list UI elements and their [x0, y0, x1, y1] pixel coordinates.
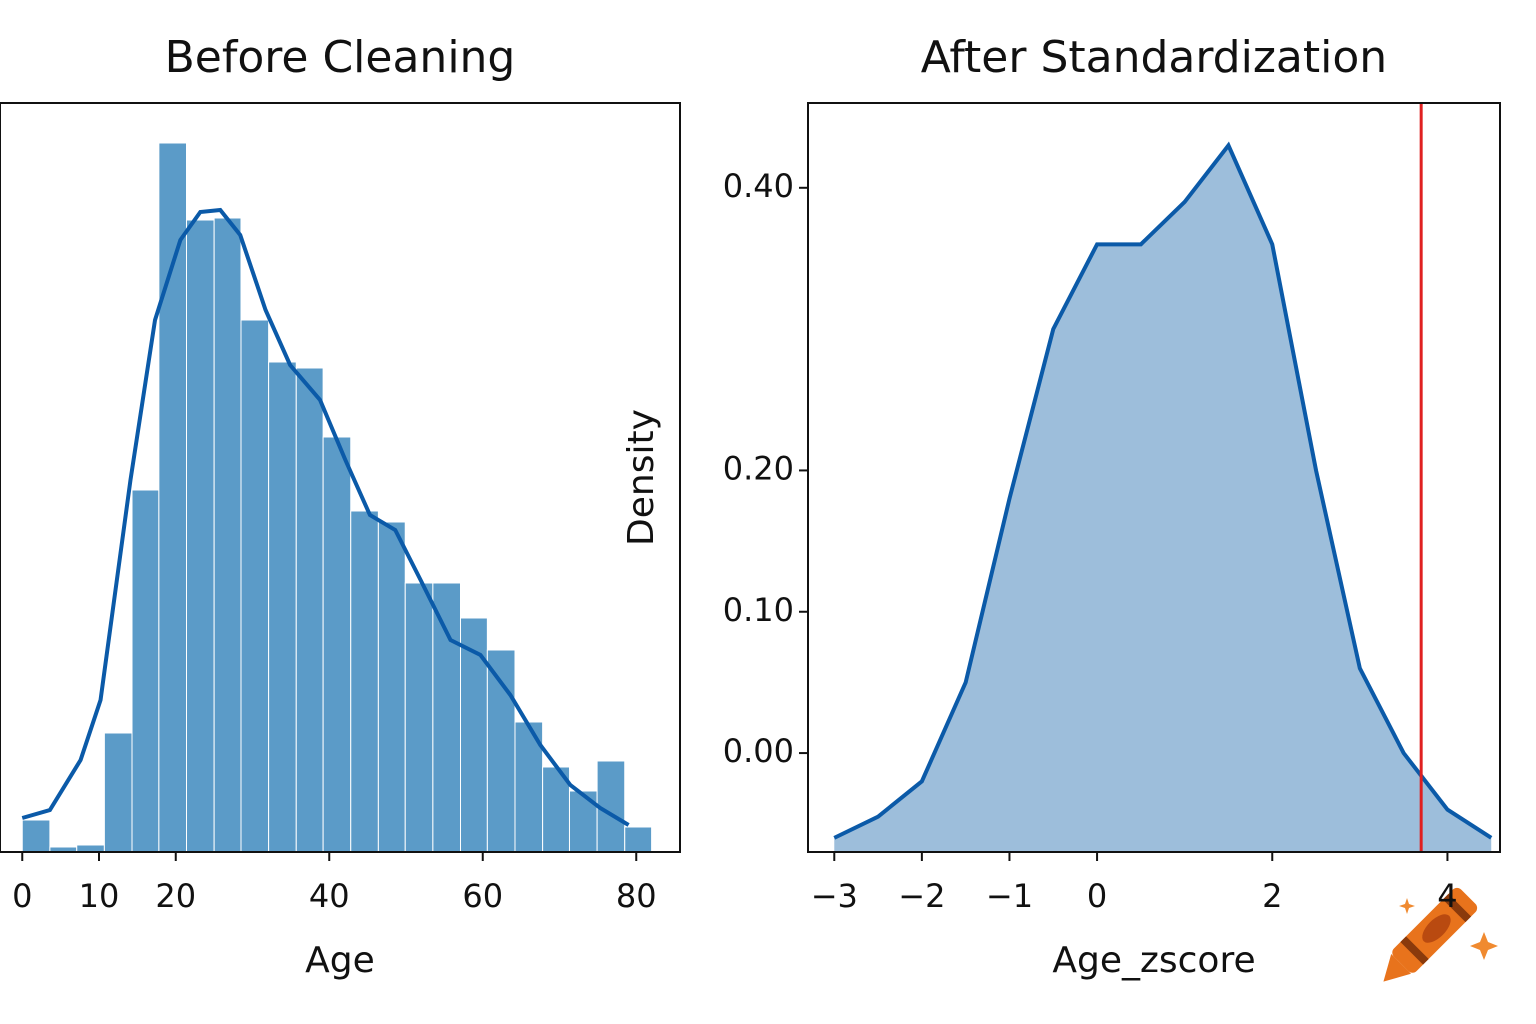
bar [240, 319, 270, 853]
x-tick-label: 80 [616, 877, 657, 915]
bar [404, 582, 434, 853]
x-tick-label: −1 [986, 877, 1033, 915]
y-tick-label: 0.10 [723, 591, 794, 629]
sparkle [1399, 898, 1415, 914]
bar [268, 361, 297, 853]
x-tick-label: 40 [309, 877, 350, 915]
chart-title: After Standardization [921, 32, 1387, 83]
bar [295, 367, 324, 853]
y-tick-label: 0.20 [723, 449, 794, 487]
bar [596, 760, 626, 853]
x-tick-label: 20 [155, 877, 196, 915]
bar [158, 142, 188, 853]
bar [103, 732, 133, 853]
bar [624, 826, 653, 853]
y-axis-label: Density [621, 409, 662, 546]
x-tick-label: −3 [811, 877, 858, 915]
logo [1383, 887, 1478, 982]
sparkle [1470, 932, 1498, 960]
bar [350, 510, 379, 853]
x-tick-label: 2 [1262, 877, 1282, 915]
x-axis-label: Age_zscore [1052, 940, 1255, 981]
bar [21, 819, 51, 853]
plot-frame [0, 102, 681, 853]
bar [322, 436, 352, 853]
bar [131, 489, 160, 853]
x-tick-label: −2 [898, 877, 945, 915]
bar [432, 582, 461, 853]
bar [186, 219, 215, 853]
x-axis-label: Age [305, 940, 375, 981]
x-tick-label: 10 [79, 877, 120, 915]
plot-frame [807, 102, 1501, 853]
bar [377, 521, 406, 853]
x-tick-label: 0 [12, 877, 32, 915]
density-line [833, 141, 1493, 840]
bar [542, 766, 570, 853]
kde-line [21, 207, 630, 827]
x-tick-label: 4 [1437, 877, 1457, 915]
y-tick-label: 0.40 [723, 167, 794, 205]
density-area [834, 145, 1492, 852]
y-tick-label: 0.00 [723, 732, 794, 770]
x-tick-label: 0 [1087, 877, 1107, 915]
chart-title: Before Cleaning [165, 32, 516, 83]
bar [76, 844, 105, 853]
bar [213, 217, 242, 853]
x-tick-label: 60 [462, 877, 503, 915]
